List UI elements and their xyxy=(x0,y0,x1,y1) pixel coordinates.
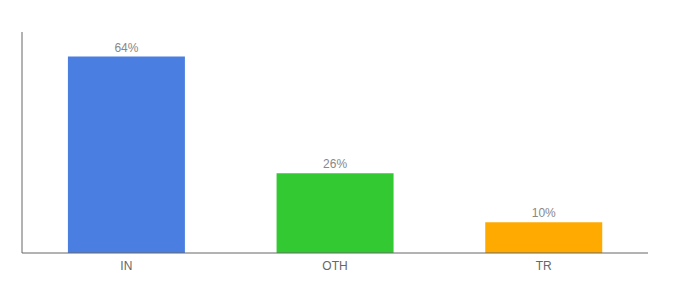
svg-text:10%: 10% xyxy=(532,206,556,220)
svg-text:26%: 26% xyxy=(323,157,347,171)
svg-text:64%: 64% xyxy=(114,41,138,55)
svg-text:OTH: OTH xyxy=(322,259,347,273)
svg-text:TR: TR xyxy=(536,259,552,273)
svg-text:IN: IN xyxy=(120,259,132,273)
